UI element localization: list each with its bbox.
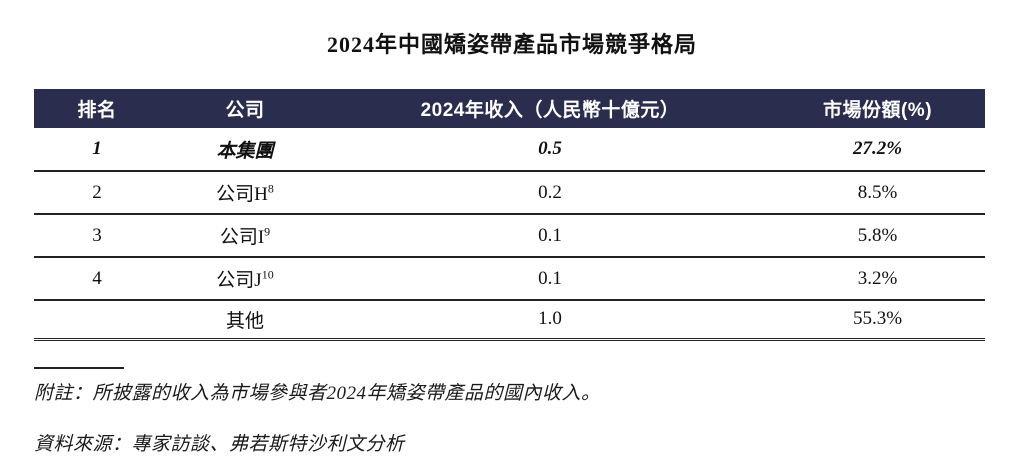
rank-cell: 2	[34, 171, 160, 215]
column-header-share: 市場份額(%)	[770, 89, 985, 128]
footnote-divider	[34, 366, 124, 369]
revenue-cell: 0.1	[330, 257, 770, 301]
company-cell: 公司J10	[160, 257, 330, 301]
rank-cell: 1	[34, 128, 160, 172]
source-note: 資料來源：專家訪談、弗若斯特沙利文分析	[34, 433, 405, 455]
table-header-row: 排名 公司 2024年收入（人民幣十億元） 市場份額(%)	[34, 89, 985, 128]
column-header-revenue: 2024年收入（人民幣十億元）	[330, 89, 770, 128]
share-cell: 3.2%	[770, 257, 985, 301]
rank-cell: 3	[34, 214, 160, 258]
footnote: 附註：所披露的收入為市場參與者2024年矯姿帶產品的國內收入。	[34, 382, 601, 404]
table-row: 其他 1.0 55.3%	[34, 300, 985, 341]
company-cell: 公司H8	[160, 171, 330, 215]
rank-cell: 4	[34, 257, 160, 301]
table-row: 4 公司J10 0.1 3.2%	[34, 257, 985, 301]
revenue-cell: 0.2	[330, 171, 770, 215]
share-cell: 55.3%	[770, 300, 985, 341]
footnote-ref: 10	[261, 267, 274, 282]
company-cell: 其他	[160, 300, 330, 341]
column-header-company: 公司	[160, 89, 330, 128]
share-cell: 27.2%	[770, 128, 985, 172]
footnote-ref: 9	[264, 224, 271, 239]
share-cell: 5.8%	[770, 214, 985, 258]
company-cell: 公司I9	[160, 214, 330, 258]
revenue-cell: 0.1	[330, 214, 770, 258]
footnote-block: 附註：所披露的收入為市場參與者2024年矯姿帶產品的國內收入。	[34, 366, 1024, 405]
table-row: 1 本集團 0.5 27.2%	[34, 128, 985, 172]
column-header-rank: 排名	[34, 89, 160, 128]
footnote-ref: 8	[267, 181, 274, 196]
page-title: 2024年中國矯姿帶產品市場競爭格局	[326, 32, 697, 57]
revenue-cell: 0.5	[330, 128, 770, 172]
rank-cell	[34, 300, 160, 341]
market-competition-table: 排名 公司 2024年收入（人民幣十億元） 市場份額(%) 1 本集團 0.5 …	[34, 89, 985, 341]
company-cell: 本集團	[160, 128, 330, 172]
revenue-cell: 1.0	[330, 300, 770, 341]
table-row: 3 公司I9 0.1 5.8%	[34, 214, 985, 258]
share-cell: 8.5%	[770, 171, 985, 215]
table-row: 2 公司H8 0.2 8.5%	[34, 171, 985, 215]
